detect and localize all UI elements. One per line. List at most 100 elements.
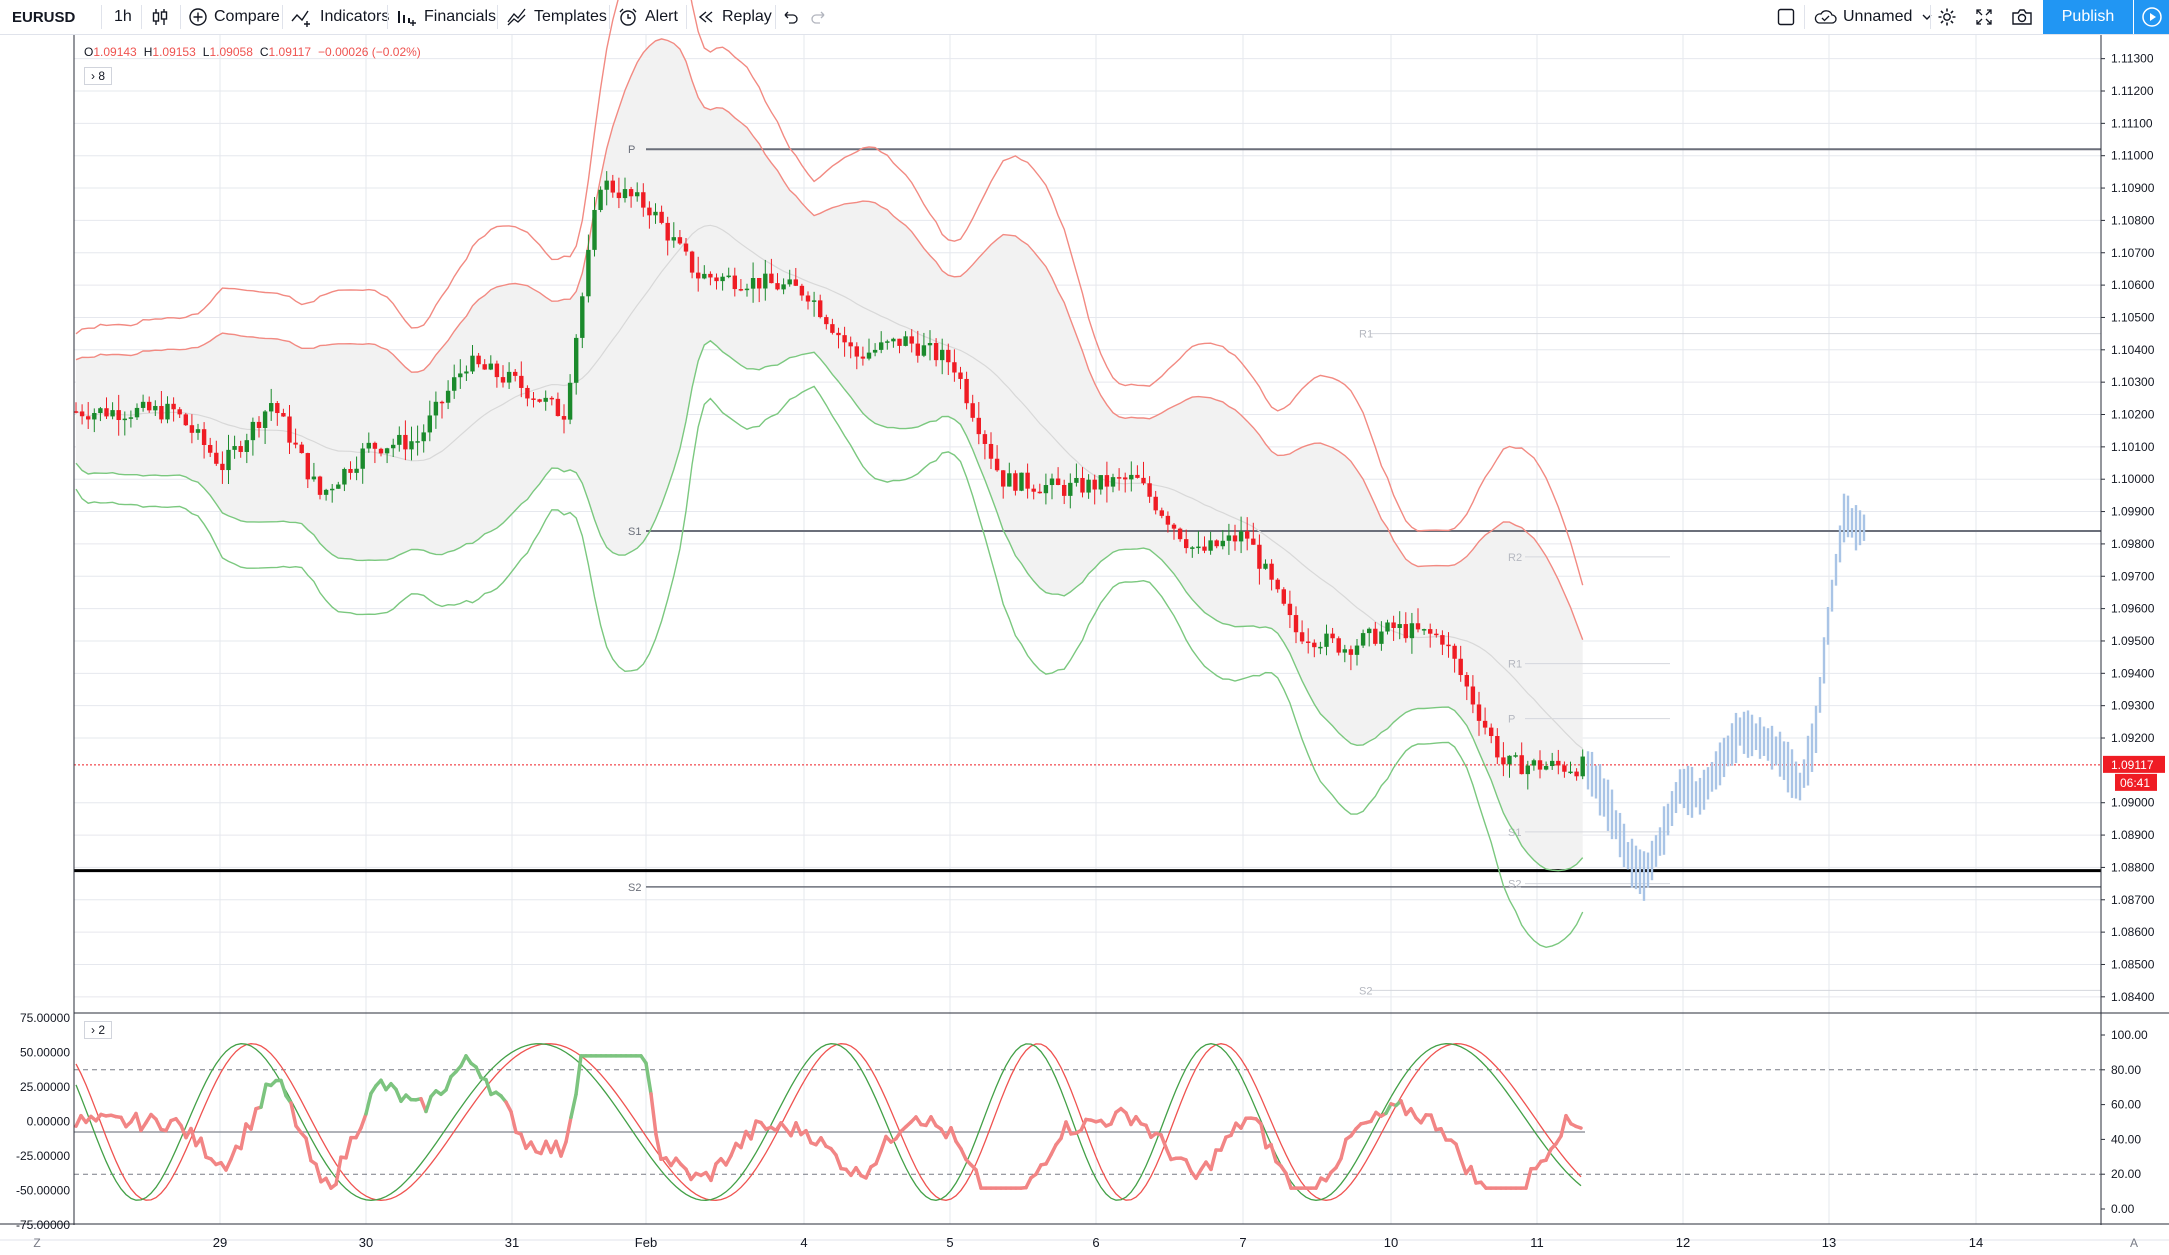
candle-body bbox=[610, 180, 615, 193]
osc-left-label: -50.00000 bbox=[16, 1184, 70, 1198]
candle-body bbox=[641, 192, 646, 208]
indicators-button[interactable]: Indicators bbox=[290, 0, 389, 34]
osc-right-label: 100.00 bbox=[2111, 1028, 2148, 1042]
candle-body bbox=[360, 448, 365, 469]
osc-left-label: -25.00000 bbox=[16, 1149, 70, 1163]
price-label: 1.10800 bbox=[2111, 213, 2155, 227]
ohlc-value: 1.09143 bbox=[93, 45, 137, 59]
stoch-d-line bbox=[75, 1043, 1582, 1201]
alarm-clock-icon bbox=[619, 8, 637, 26]
stoch-k-line bbox=[75, 1043, 1582, 1201]
alert-button[interactable]: Alert bbox=[617, 0, 678, 34]
pivot-label: S2 bbox=[1508, 879, 1521, 891]
candle-body bbox=[885, 341, 890, 343]
candle-body bbox=[73, 411, 79, 413]
compare-button[interactable]: Compare bbox=[188, 0, 280, 34]
osc-right-label: 20.00 bbox=[2111, 1167, 2141, 1181]
candle-body bbox=[653, 211, 658, 216]
momentum-segment bbox=[304, 1136, 313, 1163]
candle-body bbox=[1354, 645, 1360, 655]
replay-play-button[interactable] bbox=[2134, 0, 2169, 34]
candle-body bbox=[1470, 686, 1476, 705]
momentum-segment bbox=[739, 1129, 748, 1150]
momentum-segment bbox=[1339, 1137, 1348, 1161]
candle-body bbox=[732, 275, 737, 290]
candle-body bbox=[458, 373, 463, 378]
candle-body bbox=[1104, 475, 1110, 487]
candle-body bbox=[195, 429, 201, 433]
candle-body bbox=[671, 237, 676, 241]
time-label: 29 bbox=[213, 1235, 227, 1250]
snapshot-button[interactable] bbox=[2011, 0, 2033, 34]
toolbar-divider bbox=[141, 5, 142, 29]
candle-body bbox=[214, 452, 219, 464]
momentum-segment bbox=[164, 1118, 173, 1133]
candle-body bbox=[391, 444, 396, 449]
undo-button[interactable] bbox=[781, 0, 799, 34]
financials-button[interactable]: Financials bbox=[396, 0, 496, 34]
momentum-segment bbox=[239, 1122, 248, 1151]
candle-body bbox=[1226, 535, 1232, 541]
financials-label: Financials bbox=[424, 8, 497, 25]
price-label: 1.08800 bbox=[2111, 860, 2155, 874]
replay-button[interactable]: Replay bbox=[696, 0, 772, 34]
templates-button[interactable]: Templates bbox=[506, 0, 607, 34]
redo-button[interactable] bbox=[810, 0, 828, 34]
candle-body bbox=[854, 346, 859, 357]
candle-body bbox=[1043, 485, 1049, 494]
candle-body bbox=[702, 273, 707, 279]
main-indicators-toggle[interactable]: › 8 bbox=[84, 67, 113, 85]
price-label: 1.08700 bbox=[2111, 893, 2155, 907]
drawing-toggle-button[interactable] bbox=[1776, 0, 1796, 34]
auto-scale-label: A bbox=[2130, 1236, 2138, 1250]
candle-body bbox=[1074, 477, 1079, 483]
candle-body bbox=[275, 403, 280, 414]
candle-body bbox=[378, 448, 384, 454]
candle-body bbox=[958, 372, 963, 379]
countdown-text: 06:41 bbox=[2120, 776, 2150, 790]
momentum-segment bbox=[729, 1141, 738, 1158]
candle-body bbox=[1165, 515, 1171, 525]
candle-body bbox=[256, 421, 262, 428]
candle-body bbox=[220, 463, 225, 471]
momentum-segment bbox=[1469, 1164, 1478, 1185]
interval-button[interactable]: 1h bbox=[114, 8, 132, 25]
osc-indicators-toggle[interactable]: › 2 bbox=[84, 1021, 113, 1039]
candle-body bbox=[488, 363, 493, 370]
projection-bars bbox=[1586, 493, 1866, 901]
last-price-text: 1.09117 bbox=[2111, 758, 2154, 772]
time-label: 10 bbox=[1384, 1235, 1398, 1250]
candle-body bbox=[1275, 579, 1280, 590]
candle-body bbox=[574, 337, 579, 383]
candle-body bbox=[1135, 474, 1140, 478]
toolbar-divider bbox=[686, 5, 687, 29]
momentum-segment bbox=[649, 1092, 658, 1137]
chart-style-button[interactable] bbox=[150, 0, 170, 34]
osc-left-label: 0.00000 bbox=[27, 1115, 71, 1129]
candle-body bbox=[598, 189, 603, 210]
candle-body bbox=[153, 405, 158, 411]
publish-button[interactable]: Publish bbox=[2043, 0, 2133, 34]
momentum-segment bbox=[1209, 1148, 1218, 1172]
candle-body bbox=[470, 355, 475, 372]
candle-body bbox=[763, 273, 768, 289]
chart-background bbox=[0, 35, 2169, 1255]
ohlc-value: 1.09058 bbox=[209, 45, 253, 59]
candle-body bbox=[171, 403, 176, 410]
symbol-search[interactable]: EURUSD bbox=[12, 8, 76, 26]
candle-body bbox=[1287, 603, 1293, 616]
candle-body bbox=[1342, 649, 1347, 653]
fullscreen-button[interactable] bbox=[1974, 0, 1994, 34]
candle-body bbox=[1525, 765, 1530, 775]
momentum-segment bbox=[1459, 1157, 1468, 1176]
candle-body bbox=[1281, 589, 1286, 604]
layout-name-button[interactable]: Unnamed bbox=[1812, 0, 1934, 34]
candle-body bbox=[604, 180, 609, 190]
candle-body bbox=[994, 458, 1000, 471]
candle-body bbox=[1202, 546, 1207, 551]
candle-body bbox=[933, 342, 939, 361]
momentum-segment bbox=[1159, 1133, 1168, 1150]
settings-button[interactable] bbox=[1936, 0, 1958, 34]
toolbar-divider bbox=[101, 5, 102, 29]
